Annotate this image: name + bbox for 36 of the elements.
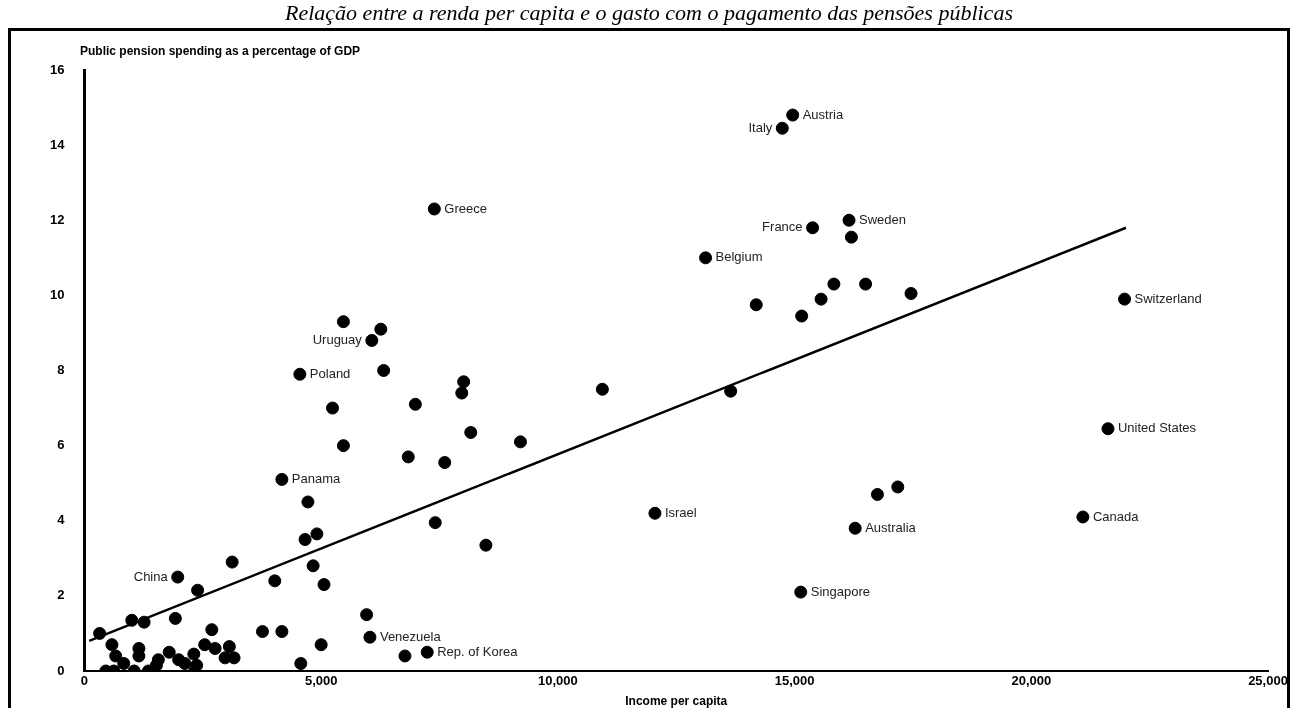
x-tick-label: 25,000 [1248, 673, 1288, 689]
y-tick-label: 8 [57, 362, 65, 378]
annotation: Canada [1092, 508, 1140, 524]
annotation: Venezuela [379, 628, 442, 644]
y-tick-label: 12 [49, 211, 65, 227]
x-tick-label: 20,000 [1011, 673, 1052, 689]
annotation: Belgium [715, 249, 763, 265]
y-tick-label: 16 [49, 61, 65, 77]
annotation: Italy [748, 119, 773, 135]
annotation: France [762, 219, 803, 235]
x-tick-label: 15,000 [774, 673, 815, 689]
annotation: Greece [444, 200, 487, 216]
annotation: Australia [865, 519, 917, 535]
annotation: Switzerland [1134, 290, 1202, 306]
annotation: United States [1117, 420, 1197, 436]
annotation: Sweden [859, 211, 907, 227]
x-tick-label: 10,000 [537, 673, 578, 689]
annotation: Israel [664, 504, 697, 520]
y-tick-label: 2 [57, 587, 65, 603]
annotation: Panama [291, 471, 342, 487]
chart-title: Relação entre a renda per capita e o gasto com o pagamento das pensões públicas [284, 0, 1014, 26]
y-tick-label: 10 [49, 286, 65, 302]
annotation: Poland [309, 365, 351, 381]
annotation: Austria [802, 106, 844, 122]
y-tick-label: 0 [57, 662, 65, 678]
x-tick-label: 0 [80, 673, 89, 689]
x-axis-title: Income per capita [625, 694, 728, 709]
y-tick-label: 6 [57, 437, 65, 453]
annotation: China [133, 568, 169, 584]
y-tick-label: 14 [49, 136, 66, 152]
annotation: Singapore [810, 583, 871, 599]
y-tick-label: 4 [57, 512, 66, 528]
x-tick-label: 5,000 [304, 673, 338, 689]
annotation: Rep. of Korea [437, 643, 519, 659]
annotation: Uruguay [312, 332, 363, 348]
y-axis-title: Public pension spending as a percentage of GDP [80, 44, 361, 58]
